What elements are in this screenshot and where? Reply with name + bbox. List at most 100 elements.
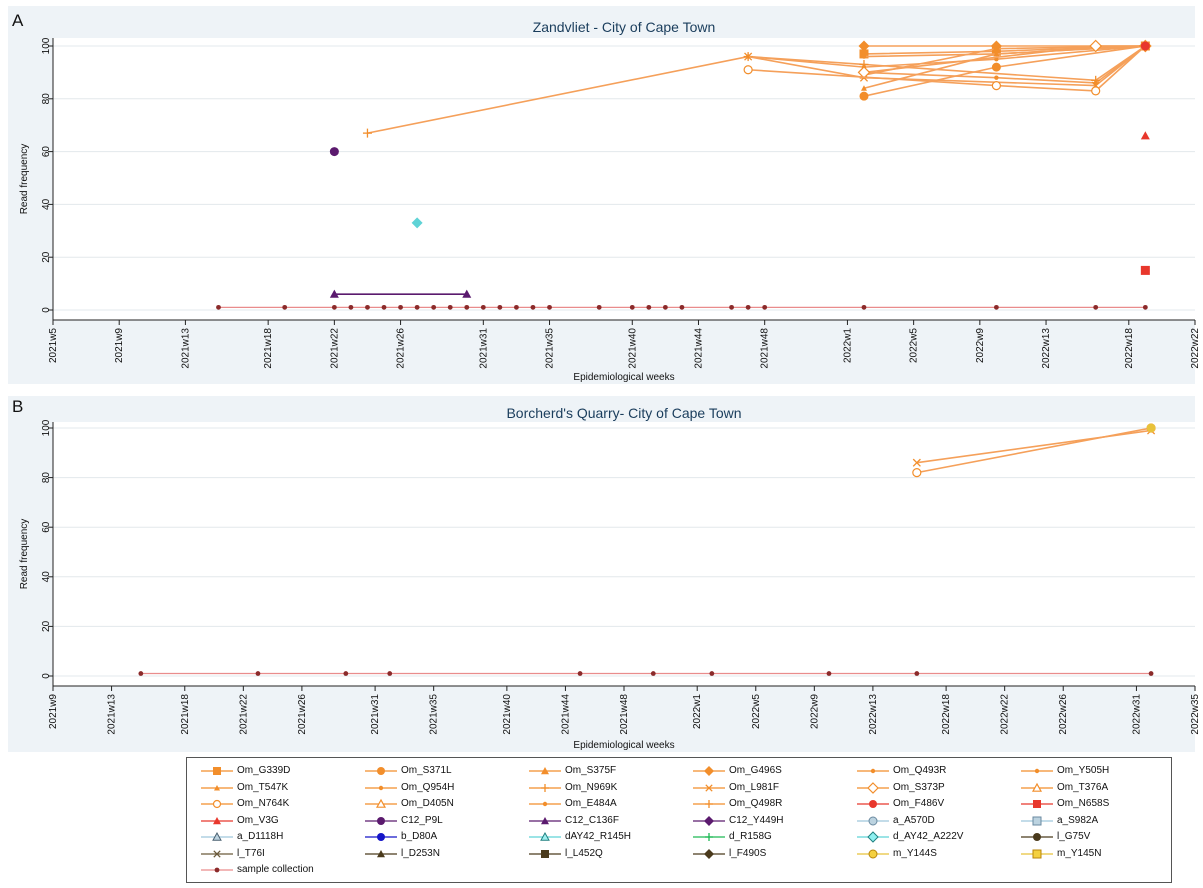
series-c12-p9l: [329, 147, 339, 157]
legend-marker: [540, 831, 550, 841]
legend-swatch: [365, 849, 397, 857]
legend-label: Om_S375F: [565, 765, 617, 776]
y-tick-label: 80: [41, 472, 52, 484]
legend-marker: [705, 833, 713, 841]
legend-swatch: [201, 784, 233, 790]
sample-collection-point: [497, 304, 503, 310]
sample-collection-point: [387, 671, 393, 676]
legend-swatch: [365, 816, 397, 825]
sample-collection-point: [255, 671, 261, 676]
legend-marker: [1033, 833, 1041, 841]
legend-marker: [542, 801, 548, 807]
chart-borcherds-quarry: B Borcherd's Quarry- City of Cape Town 0 20…: [8, 396, 1201, 752]
sample-collection-point: [993, 304, 999, 310]
series-line: [748, 45, 1146, 68]
legend-marker: [541, 783, 549, 792]
legend-marker: [214, 867, 220, 873]
x-tick-label: 2022w9: [809, 694, 820, 729]
legend-label: Om_Q493R: [893, 765, 947, 776]
sample-collection-point: [826, 671, 832, 676]
data-point: [912, 468, 922, 478]
series-om-n969k: [362, 41, 1150, 138]
data-point: [462, 289, 472, 298]
sample-collection-point: [679, 304, 685, 310]
x-tick-label: 2021w26: [297, 694, 308, 735]
legend-swatch: [693, 848, 725, 859]
y-tick-label: 20: [41, 620, 52, 632]
data-point: [1140, 41, 1150, 51]
data-point: [861, 54, 867, 59]
y-axis-label: Read frequency: [19, 144, 30, 215]
sample-collection-point: [709, 671, 715, 676]
sample-collection-point: [480, 304, 486, 310]
data-point: [1091, 86, 1101, 96]
legend-marker: [378, 785, 384, 790]
y-tick-label: 0: [41, 673, 52, 679]
x-tick-label: 2021w26: [396, 328, 407, 369]
legend-marker: [868, 849, 878, 858]
legend-label: Om_T547K: [237, 781, 289, 793]
legend-swatch: [365, 785, 397, 790]
legend-label: Om_G339D: [237, 765, 291, 776]
legend-swatch: [365, 767, 397, 775]
chart-zandvliet: A Zandvliet - City of Cape Town 0 20 40 60 80 1…: [8, 6, 1201, 384]
legend-swatch: [529, 831, 561, 841]
legend-marker: [704, 766, 714, 776]
legend-marker: [541, 849, 549, 858]
legend-swatch: [857, 849, 889, 858]
legend-label: C12_P9L: [401, 814, 443, 826]
x-tick-label: 2021w31: [370, 694, 381, 735]
legend-swatch: [529, 767, 561, 775]
legend-label: b_D80A: [401, 831, 438, 842]
legend-marker: [541, 767, 549, 775]
legend-label: l_F490S: [729, 847, 767, 859]
sample-collection-series: [216, 304, 1148, 310]
sample-collection-point: [914, 671, 920, 676]
legend-marker: [213, 816, 221, 824]
data-point: [912, 458, 921, 467]
x-tick-label: 2022w13: [868, 694, 879, 735]
x-tick-label: 2021w40: [627, 328, 638, 369]
legend-label: Om_Y505H: [1057, 765, 1110, 776]
sample-collection-point: [348, 304, 354, 310]
series-line: [747, 45, 1146, 87]
data-point: [1146, 423, 1156, 433]
series-d-ay42-a222v: [411, 217, 423, 229]
legend-swatch: [1021, 833, 1053, 841]
x-tick-label: 2022w22: [1190, 328, 1201, 369]
legend-label: Om_T376A: [1057, 781, 1109, 793]
sample-collection-point: [514, 304, 519, 310]
sample-collection-point: [646, 304, 652, 310]
legend-swatch: [529, 801, 561, 807]
legend-marker: [212, 831, 222, 841]
sample-collection-point: [414, 304, 420, 310]
sample-collection-point: [381, 304, 387, 310]
legend-marker: [1034, 768, 1040, 774]
legend-label: l_G75V: [1057, 831, 1091, 842]
legend-marker: [1032, 816, 1042, 825]
legend-swatch: [201, 816, 233, 824]
legend-marker: [377, 849, 385, 857]
x-tick-label: 2021w9: [48, 694, 59, 729]
legend-swatch: [857, 800, 889, 808]
legend-marker: [377, 833, 385, 841]
legend-label: Om_N969K: [565, 781, 618, 793]
series-om-v3g: [1140, 131, 1150, 140]
data-point: [362, 128, 372, 138]
sample-collection-point: [662, 304, 668, 310]
legend-swatch: [1021, 782, 1053, 792]
x-tick-label: 2021w13: [180, 328, 191, 369]
x-tick-label: 2022w18: [941, 694, 952, 735]
legend-label: d_AY42_A222V: [893, 831, 964, 842]
x-tick-label: 2022w13: [1041, 328, 1052, 369]
legend-swatch: [529, 783, 561, 792]
legend-swatch: [529, 816, 561, 824]
legend: Om_G339D Om_S371L Om_S375F Om_G496S Om_Q493R…: [186, 757, 1172, 883]
legend-marker: [214, 784, 220, 790]
legend-marker: [869, 800, 877, 808]
series-line: [748, 45, 1146, 92]
x-tick-label: 2021w18: [263, 328, 274, 369]
legend-marker: [704, 848, 714, 859]
legend-label: Om_F486V: [893, 798, 945, 809]
legend-swatch: [1021, 800, 1053, 808]
